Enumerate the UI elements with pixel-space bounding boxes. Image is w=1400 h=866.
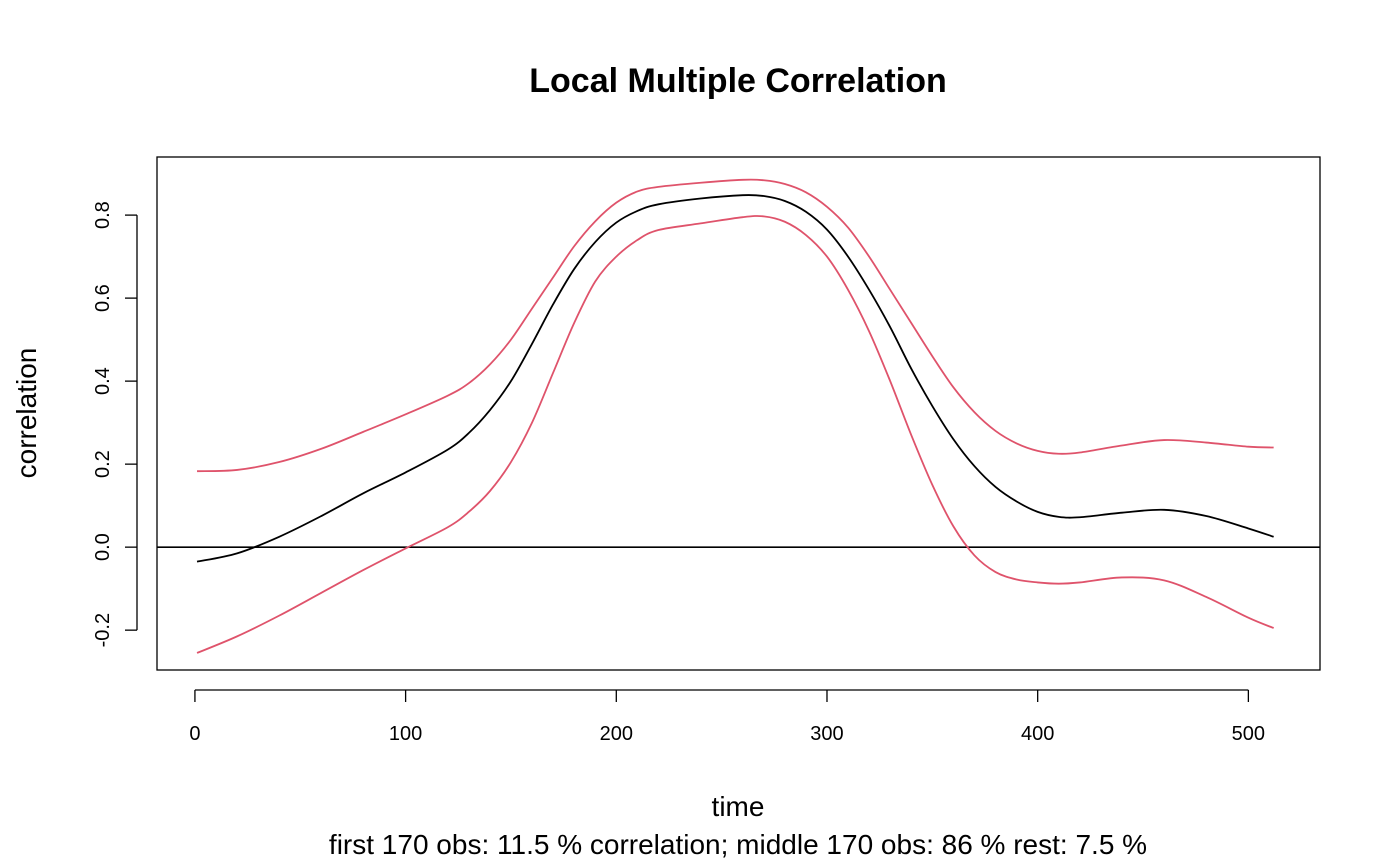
y-axis-title: correlation [11, 348, 42, 479]
y-tick-label: 0.4 [92, 367, 114, 395]
x-tick-label: 400 [1021, 723, 1054, 745]
series-line-estimate [196, 194, 1274, 563]
y-tick-label: 0.0 [92, 533, 114, 561]
x-tick-label: 0 [189, 723, 200, 745]
series-layer [157, 178, 1320, 654]
x-tick-label: 500 [1232, 723, 1265, 745]
x-tick-label: 300 [810, 723, 843, 745]
y-tick-label: 0.8 [92, 201, 114, 229]
x-tick-label: 200 [600, 723, 633, 745]
y-tick-label: 0.6 [92, 284, 114, 312]
y-tick-label: 0.2 [92, 450, 114, 478]
x-tick-label: 100 [389, 723, 422, 745]
series-line-upper [197, 178, 1274, 473]
y-axis: -0.2 0.0 0.2 0.4 0.6 0.8 [92, 201, 138, 647]
chart-subtitle: first 170 obs: 11.5 % correlation; middl… [329, 829, 1147, 860]
y-tick-label: -0.2 [92, 613, 114, 647]
series-line-lower [196, 215, 1274, 654]
x-axis-title: time [712, 791, 765, 822]
x-axis: 0 100 200 300 400 500 [189, 689, 1265, 745]
plot-frame [156, 156, 1321, 671]
chart-title: Local Multiple Correlation [529, 62, 946, 100]
